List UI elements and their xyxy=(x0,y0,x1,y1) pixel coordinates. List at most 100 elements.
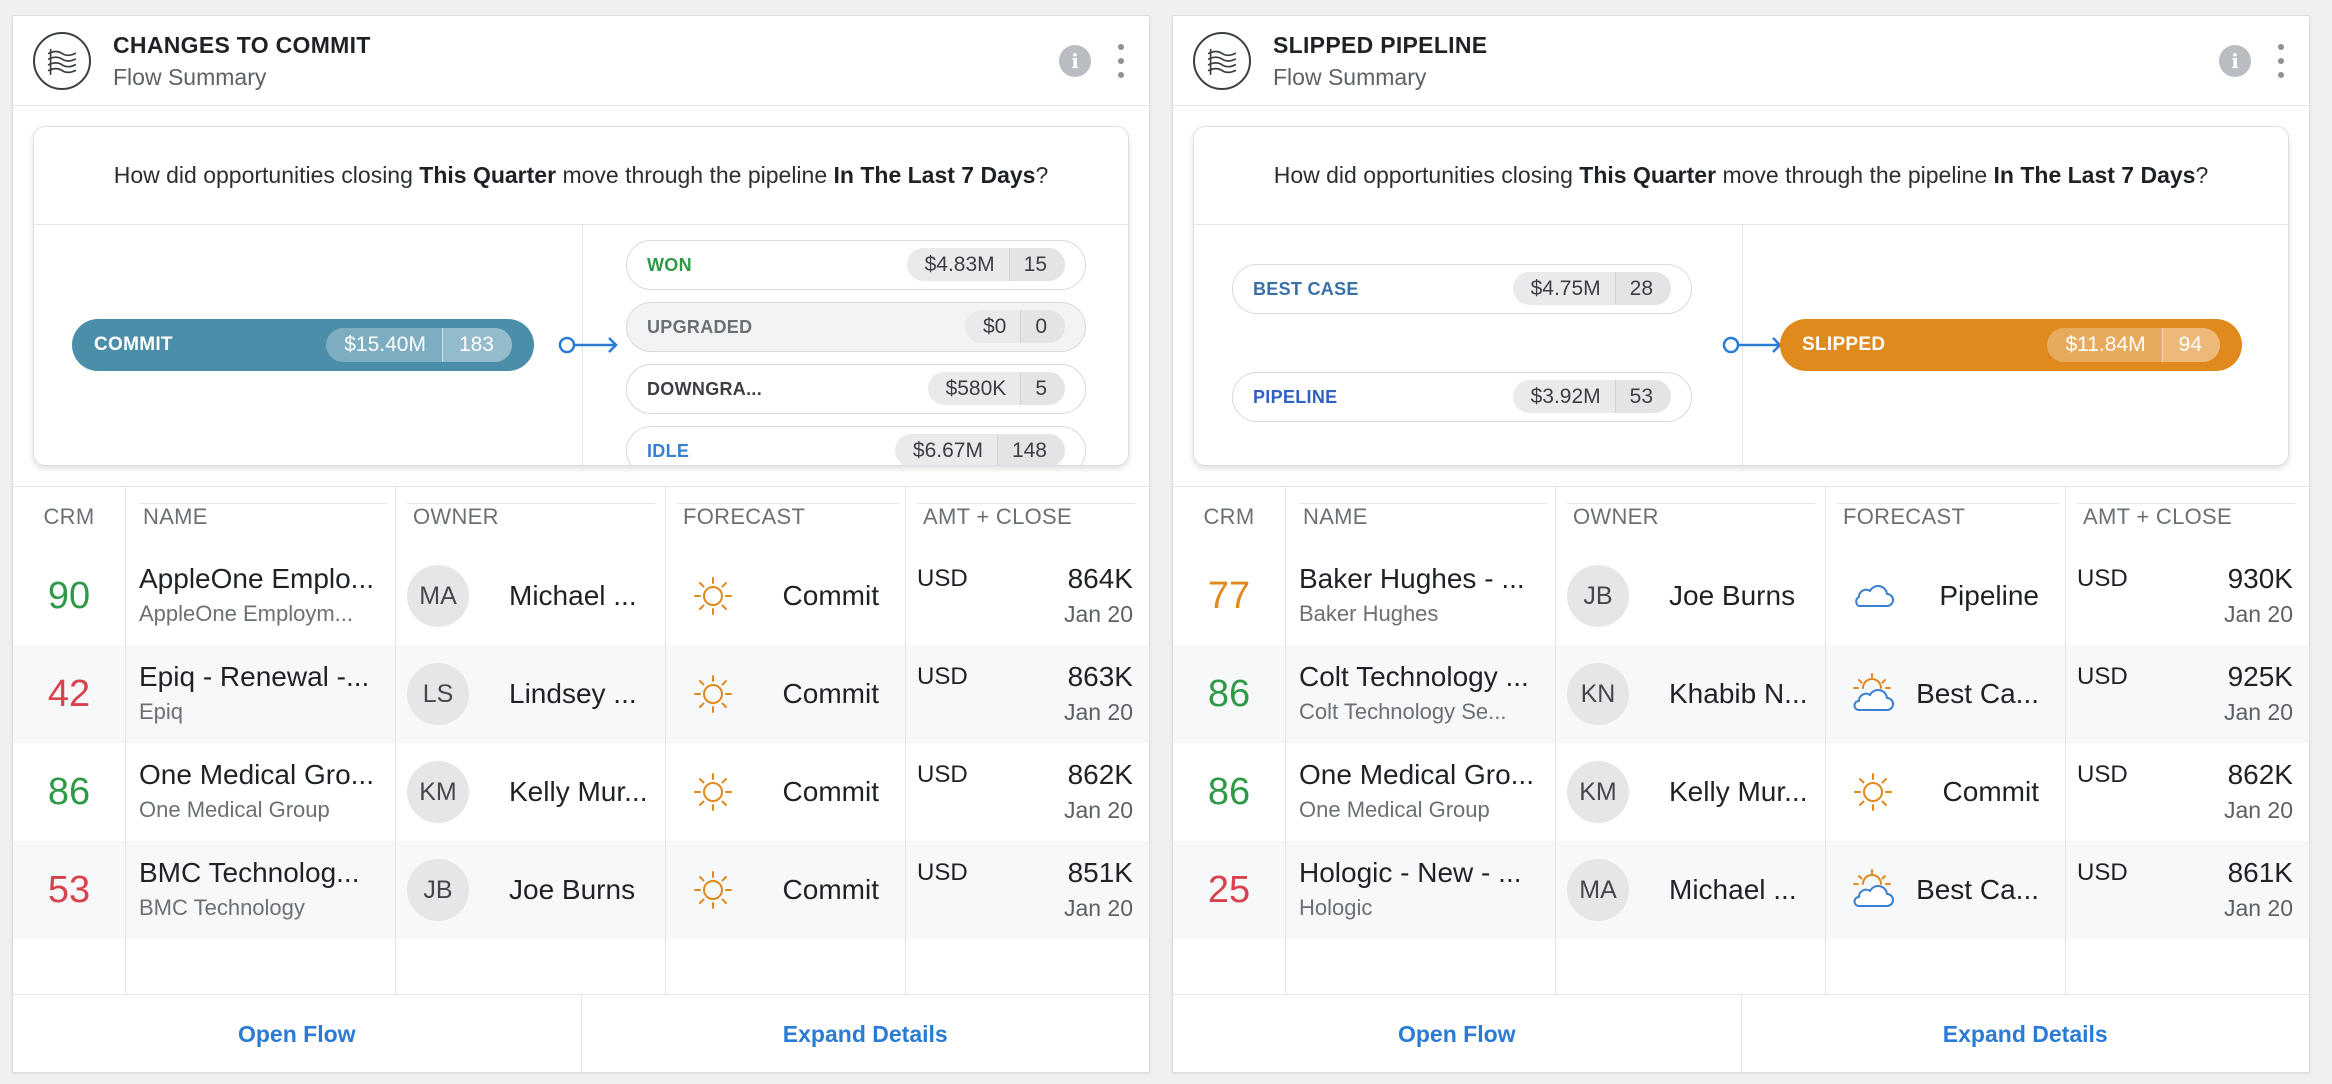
crm-score: 53 xyxy=(47,868,91,911)
table-row[interactable]: 86 One Medical Gro... One Medical Group … xyxy=(1173,743,2309,841)
amount: 863K xyxy=(1067,661,1133,692)
target-pill-won[interactable]: WON $4.83M 15 xyxy=(626,240,1086,290)
column-header-name[interactable]: NAME xyxy=(143,504,208,529)
close-date: Jan 20 xyxy=(1063,699,1133,725)
pill-count: 53 xyxy=(1614,380,1671,413)
table-row[interactable]: 53 BMC Technolog... BMC Technology JB Jo… xyxy=(13,841,1149,939)
close-date: Jan 20 xyxy=(2223,797,2293,823)
column-header-forecast[interactable]: FORECAST xyxy=(683,504,806,529)
owner-name: Joe Burns xyxy=(509,874,636,905)
column-header-amt-close[interactable]: AMT + CLOSE xyxy=(2083,504,2232,529)
avatar: KN xyxy=(1567,663,1629,725)
pill-values: $0 0 xyxy=(964,310,1065,343)
target-pill-idle[interactable]: IDLE $6.67M 148 xyxy=(626,426,1086,465)
pill-amount: $6.67M xyxy=(912,438,983,462)
pill-amount: $15.40M xyxy=(344,333,426,356)
opportunity-name[interactable]: AppleOne Emplo... xyxy=(139,563,375,594)
open-flow-button[interactable]: Open Flow xyxy=(1397,1021,1516,1047)
target-pill-downgraded[interactable]: DOWNGRA... $580K 5 xyxy=(626,364,1086,414)
table-row[interactable]: 77 Baker Hughes - ... Baker Hughes JB Jo… xyxy=(1173,547,2309,645)
expand-details-button[interactable]: Expand Details xyxy=(1740,995,2310,1072)
partly-sunny-icon xyxy=(1849,868,1897,912)
opportunity-name[interactable]: Colt Technology ... xyxy=(1299,661,1529,692)
table-row[interactable]: 42 Epiq - Renewal -... Epiq LS Lindsey .… xyxy=(13,645,1149,743)
pill-amount: $4.75M xyxy=(1530,276,1601,300)
more-options-icon[interactable] xyxy=(2275,44,2287,78)
currency: USD xyxy=(2077,663,2128,690)
card-subtitle: Flow Summary xyxy=(113,64,267,90)
opportunity-name[interactable]: BMC Technolog... xyxy=(139,857,360,888)
column-header-forecast[interactable]: FORECAST xyxy=(1843,504,1966,529)
column-header-owner[interactable]: OWNER xyxy=(1573,504,1659,529)
column-header-name[interactable]: NAME xyxy=(1303,504,1368,529)
owner-name: Joe Burns xyxy=(1669,580,1796,611)
pill-values: $580K 5 xyxy=(927,372,1065,405)
account-name: Colt Technology Se... xyxy=(1299,699,1507,724)
opportunity-name[interactable]: Baker Hughes - ... xyxy=(1299,563,1525,594)
opportunity-name[interactable]: Hologic - New - ... xyxy=(1299,857,1522,888)
forecast-label: Commit xyxy=(782,776,879,807)
source-pill-best-case[interactable]: BEST CASE $4.75M 28 xyxy=(1232,264,1692,314)
sun-icon xyxy=(689,574,737,618)
question-prefix: How did opportunities closing xyxy=(1273,162,1573,188)
table-row[interactable]: 25 Hologic - New - ... Hologic MA Michae… xyxy=(1173,841,2309,939)
target-pill-upgraded[interactable]: UPGRADED $0 0 xyxy=(626,302,1086,352)
source-pill-commit[interactable]: COMMIT $15.40M 183 xyxy=(72,319,534,371)
pill-count: 28 xyxy=(1614,272,1671,305)
flow-panel: How did opportunities closing This Quart… xyxy=(33,126,1129,466)
opportunity-name[interactable]: Epiq - Renewal -... xyxy=(139,661,370,692)
table-row[interactable]: 90 AppleOne Emplo... AppleOne Employm...… xyxy=(13,547,1149,645)
avatar: JB xyxy=(1567,565,1629,627)
card-header: SLIPPED PIPELINE Flow Summary i xyxy=(1173,16,2309,106)
pill-values: $15.40M 183 xyxy=(326,328,512,362)
open-flow-button[interactable]: Open Flow xyxy=(237,1021,356,1047)
question-window: In The Last 7 Days xyxy=(833,162,1036,188)
pill-label: WON xyxy=(647,254,692,275)
account-name: Hologic xyxy=(1299,895,1373,920)
account-name: Epiq xyxy=(139,699,184,724)
forecast-label: Commit xyxy=(782,580,879,611)
owner-name: Lindsey ... xyxy=(509,678,637,709)
sun-icon xyxy=(689,770,737,814)
pill-values: $3.92M 53 xyxy=(1512,380,1671,413)
currency: USD xyxy=(2077,761,2128,788)
forecast-label: Pipeline xyxy=(1939,580,2039,611)
question-window: In The Last 7 Days xyxy=(1993,162,2196,188)
column-header-owner[interactable]: OWNER xyxy=(413,504,499,529)
currency: USD xyxy=(917,565,968,592)
target-pill-slipped[interactable]: SLIPPED $11.84M 94 xyxy=(1780,319,2242,371)
table-row[interactable]: 86 Colt Technology ... Colt Technology S… xyxy=(1173,645,2309,743)
close-date: Jan 20 xyxy=(2223,699,2293,725)
pill-label: PIPELINE xyxy=(1253,386,1338,407)
question-suffix: ? xyxy=(2195,162,2209,188)
account-name: Baker Hughes xyxy=(1299,601,1439,626)
table-row[interactable]: 86 One Medical Gro... One Medical Group … xyxy=(13,743,1149,841)
info-icon[interactable]: i xyxy=(1059,45,1091,77)
opportunity-name[interactable]: One Medical Gro... xyxy=(1299,759,1534,790)
pill-amount: $580K xyxy=(945,376,1007,400)
close-date: Jan 20 xyxy=(1063,797,1133,823)
info-icon[interactable]: i xyxy=(2219,45,2251,77)
more-options-icon[interactable] xyxy=(1115,44,1127,78)
pill-amount: $3.92M xyxy=(1530,384,1601,408)
account-name: One Medical Group xyxy=(1299,797,1490,822)
column-header-amt-close[interactable]: AMT + CLOSE xyxy=(923,504,1072,529)
question-period: This Quarter xyxy=(419,162,557,188)
currency: USD xyxy=(2077,565,2128,592)
column-header-crm[interactable]: CRM xyxy=(43,504,95,529)
pill-values: $11.84M 94 xyxy=(2047,328,2220,362)
flow-summary-icon xyxy=(1193,32,1251,90)
pill-amount: $11.84M xyxy=(2065,333,2146,356)
crm-score: 25 xyxy=(1207,868,1251,911)
pill-label: UPGRADED xyxy=(647,316,753,337)
owner-name: Khabib N... xyxy=(1669,678,1808,709)
column-header-crm[interactable]: CRM xyxy=(1203,504,1255,529)
question-middle: move through the pipeline xyxy=(1722,162,1988,188)
amount: 862K xyxy=(2227,759,2293,790)
opportunity-name[interactable]: One Medical Gro... xyxy=(139,759,374,790)
card-title: SLIPPED PIPELINE xyxy=(1273,32,1488,58)
source-pill-pipeline[interactable]: PIPELINE $3.92M 53 xyxy=(1232,372,1692,422)
sun-icon xyxy=(689,868,737,912)
question-suffix: ? xyxy=(1035,162,1049,188)
expand-details-button[interactable]: Expand Details xyxy=(580,995,1150,1072)
